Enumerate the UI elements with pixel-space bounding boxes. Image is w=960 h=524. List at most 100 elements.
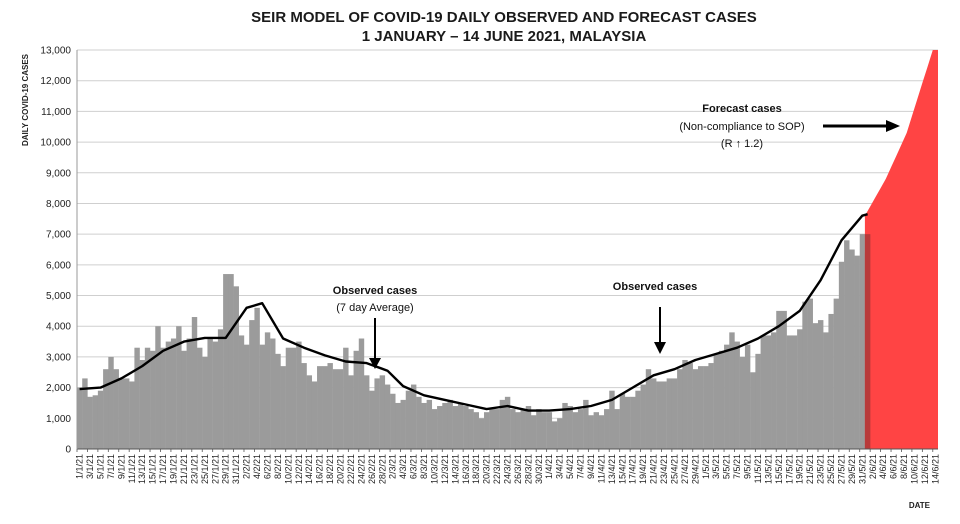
bar (849, 249, 855, 449)
forecast-area (864, 50, 938, 449)
x-tick-label: 14/6/21 (930, 454, 940, 484)
bar (489, 409, 495, 449)
bar (525, 406, 532, 449)
x-tick-label: 19/1/21 (169, 454, 179, 484)
bar (270, 338, 276, 449)
bar (530, 415, 537, 449)
bar (426, 399, 433, 449)
observed-bars (77, 172, 902, 449)
x-tick-label: 3/5/21 (711, 454, 721, 479)
bar (264, 332, 271, 449)
bar (311, 381, 318, 449)
bar (583, 399, 589, 449)
y-tick-label: 11,000 (41, 107, 71, 118)
bar (165, 341, 172, 449)
x-tick-label: 19/4/21 (638, 454, 648, 484)
annotation-forecast-line2: (Non-compliance to SOP) (679, 121, 804, 133)
bar (833, 298, 840, 449)
x-tick-label: 8/2/21 (273, 454, 283, 479)
x-tick-label: 15/1/21 (148, 454, 158, 484)
bar (395, 402, 401, 449)
arrowhead-observed (654, 342, 666, 354)
x-tick-label: 12/6/21 (920, 454, 930, 484)
x-tick-label: 18/3/21 (471, 454, 481, 484)
x-tick-label: 13/4/21 (607, 454, 617, 484)
bar (484, 412, 490, 449)
bar (802, 301, 808, 449)
y-tick-label: 6,000 (46, 260, 71, 271)
x-tick-label: 15/5/21 (774, 454, 784, 484)
y-tick-label: 2,000 (46, 383, 71, 394)
bar (285, 347, 292, 449)
bar (703, 366, 709, 449)
bar (771, 332, 777, 449)
bar (416, 396, 422, 449)
bar (275, 353, 281, 449)
bar (630, 396, 636, 449)
bar (724, 344, 730, 449)
bar (259, 344, 266, 449)
bar (797, 329, 803, 449)
bar (661, 381, 667, 449)
bar (191, 317, 198, 449)
x-tick-label: 12/3/21 (440, 454, 450, 484)
bar (463, 406, 469, 449)
bar (557, 418, 563, 449)
y-tick-label: 3,000 (46, 352, 71, 363)
bar (243, 344, 250, 449)
bar (562, 402, 568, 449)
bar (160, 347, 166, 449)
x-tick-label: 11/1/21 (127, 454, 137, 483)
x-tick-label: 4/3/21 (398, 454, 408, 479)
bar (546, 412, 553, 449)
x-tick-label: 3/1/21 (85, 454, 95, 479)
annotation-forecast: Forecast cases (Non-compliance to SOP) (… (679, 103, 900, 150)
bar (666, 378, 673, 449)
bar (739, 356, 746, 449)
bar (494, 409, 500, 449)
x-tick-label: 1/5/21 (701, 454, 711, 479)
bar (228, 274, 234, 449)
bar (609, 390, 615, 449)
x-tick-label: 25/1/21 (200, 454, 210, 484)
x-tick-label: 18/2/21 (325, 454, 335, 484)
bar (708, 363, 714, 449)
x-tick-label: 17/5/21 (784, 454, 794, 484)
bar (113, 369, 119, 449)
bar (640, 384, 646, 449)
x-tick-label: 9/4/21 (586, 454, 596, 479)
x-tick-label: 17/4/21 (628, 454, 638, 484)
x-tick-label: 15/4/21 (617, 454, 627, 484)
arrowhead-observed-avg (369, 358, 381, 369)
bar (421, 402, 427, 449)
bar (306, 375, 313, 449)
bar (327, 363, 333, 449)
bar (859, 234, 866, 449)
x-tick-label: 6/2/21 (263, 454, 273, 479)
x-tick-label: 25/5/21 (826, 454, 836, 484)
x-tick-label: 8/6/21 (899, 454, 909, 479)
bar (405, 390, 412, 449)
x-tick-label: 2/2/21 (242, 454, 252, 479)
bar (212, 341, 219, 449)
bar (280, 366, 286, 449)
bar (77, 387, 83, 449)
bar (478, 418, 485, 449)
x-tick-label: 6/6/21 (889, 454, 899, 479)
avg-line (79, 213, 868, 412)
x-tick-label: 29/4/21 (690, 454, 700, 484)
bar (718, 350, 725, 449)
bar (776, 310, 782, 449)
bar (468, 409, 474, 449)
x-tick-label: 21/5/21 (805, 454, 815, 484)
x-tick-label: 25/4/21 (670, 454, 680, 484)
x-tick-label: 2/6/21 (868, 454, 878, 479)
bar (823, 332, 829, 449)
bar (635, 390, 641, 449)
x-tick-label: 24/3/21 (503, 454, 513, 484)
bar (760, 335, 766, 449)
bar (301, 363, 307, 449)
bar (150, 350, 156, 449)
y-axis-label: DAILY COVID-19 CASES (21, 53, 30, 146)
y-tick-label: 9,000 (46, 168, 71, 179)
